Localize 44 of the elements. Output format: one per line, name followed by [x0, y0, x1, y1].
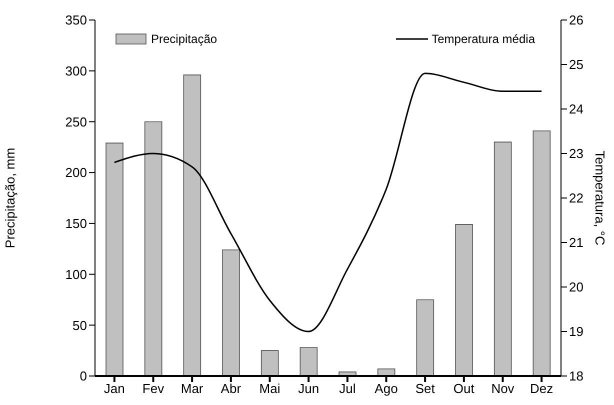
- bar: [455, 224, 473, 376]
- y-axis-title: Precipitação, mm: [2, 148, 18, 248]
- y-tick-label: 50: [72, 318, 87, 333]
- legend-label: Temperatura média: [432, 32, 535, 46]
- x-tick-label: Out: [453, 381, 475, 396]
- y-tick-label: 100: [65, 266, 87, 282]
- x-tick-label: Dez: [530, 381, 554, 396]
- x-tick-label: Jan: [104, 381, 125, 396]
- y2-tick-label: 25: [569, 57, 584, 72]
- x-tick-label: Ago: [374, 381, 398, 396]
- y2-tick-label: 19: [569, 324, 584, 340]
- y-tick-label: 300: [65, 63, 87, 78]
- bar: [494, 142, 512, 376]
- y-tick-label: 350: [65, 12, 87, 28]
- x-tick-label: Fev: [142, 381, 165, 396]
- y2-tick-label: 18: [569, 368, 584, 384]
- x-tick-label: Set: [415, 381, 436, 396]
- y2-tick-label: 20: [569, 280, 584, 295]
- legend-label: Precipitação: [151, 32, 218, 46]
- bar: [144, 121, 162, 376]
- bar: [300, 347, 318, 376]
- x-tick-label: Jun: [298, 381, 320, 396]
- y2-tick-label: 24: [569, 102, 584, 117]
- y2-tick-label: 22: [569, 190, 584, 206]
- bar: [222, 249, 240, 376]
- y2-tick-label: 21: [569, 235, 584, 250]
- y2-tick-label: 26: [569, 12, 584, 28]
- y2-axis-title: Temperatura, °C: [592, 150, 608, 246]
- x-tick-label: Mai: [259, 381, 280, 396]
- x-tick-label: Nov: [491, 381, 515, 396]
- bar: [532, 130, 551, 376]
- bar: [106, 142, 124, 376]
- bar: [416, 299, 434, 376]
- y-tick-label: 200: [65, 165, 87, 180]
- line-series: [114, 72, 542, 332]
- bar: [183, 74, 202, 376]
- y-tick-label: 0: [80, 368, 87, 384]
- x-tick-label: Mar: [180, 381, 204, 396]
- bar: [260, 350, 279, 376]
- y-tick-label: 150: [65, 216, 87, 232]
- y-tick-label: 250: [65, 114, 87, 130]
- x-tick-label: Jul: [339, 381, 356, 396]
- y2-tick-label: 23: [569, 146, 584, 162]
- x-tick-label: Abr: [220, 381, 242, 396]
